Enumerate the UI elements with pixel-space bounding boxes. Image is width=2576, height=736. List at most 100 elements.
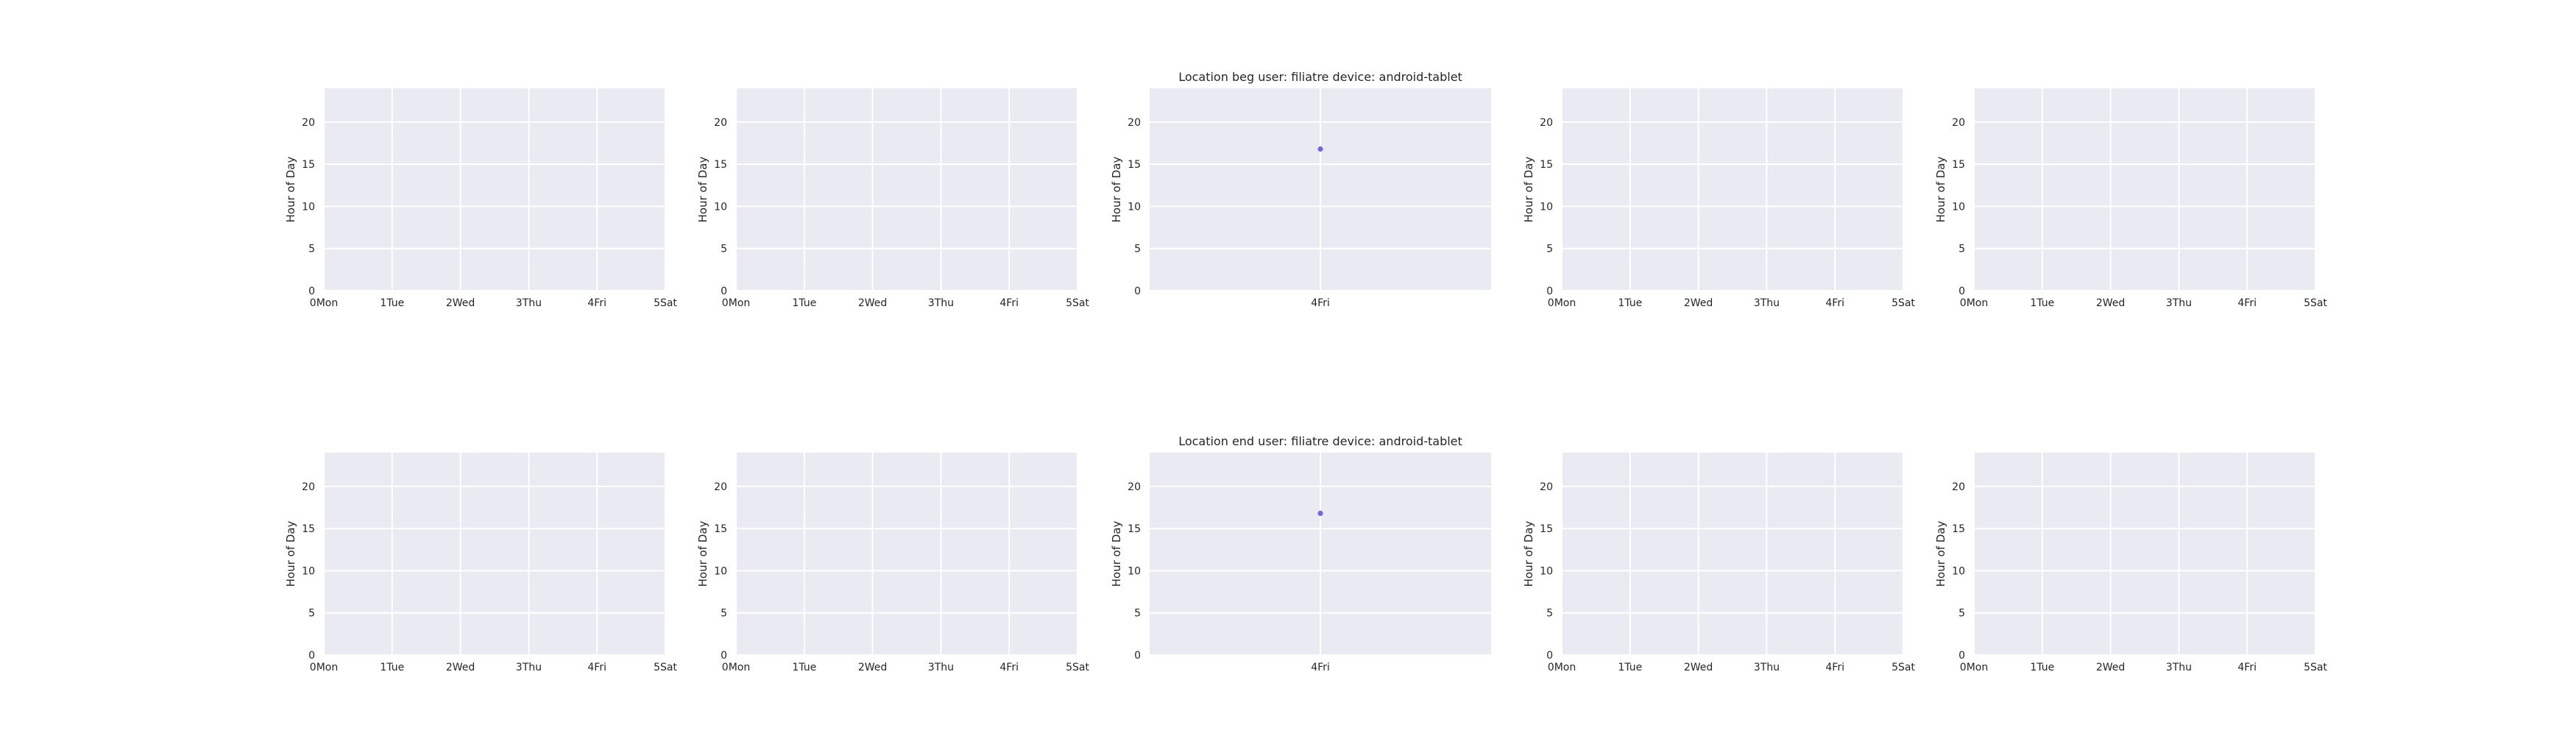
y-tick-label: 15 — [1952, 159, 1965, 171]
x-tick-label: 4Fri — [999, 662, 1019, 673]
y-tick-label: 0 — [1546, 650, 1553, 662]
x-tick-label: 1Tue — [2030, 297, 2054, 309]
subplot-1: 0 5 10 15 20 0Mon 1Tue 2Wed 3Thu 4Fri 5Sat Hour of … — [284, 88, 677, 309]
y-axis-label: Hour of Day — [1934, 521, 1947, 587]
x-tick-label: 3Thu — [516, 297, 542, 309]
subplot-4: 0 5 10 15 20 0Mon 1Tue 2Wed 3Thu 4Fri 5Sat Hour of … — [1522, 88, 1915, 309]
x-tick-label: 4Fri — [1311, 297, 1330, 309]
y-axis-label: Hour of Day — [1522, 521, 1535, 587]
y-tick-label: 5 — [1134, 244, 1141, 255]
x-tick-label: 4Fri — [1311, 662, 1330, 673]
y-tick-label: 5 — [308, 608, 315, 620]
y-tick-label: 20 — [1952, 117, 1965, 129]
y-tick-label: 0 — [1546, 286, 1553, 297]
y-tick-label: 5 — [1546, 608, 1553, 620]
y-axis-label: Hour of Day — [284, 521, 297, 587]
plot-area — [1974, 88, 2315, 291]
y-tick-label: 10 — [302, 201, 315, 213]
x-tick-label: 1Tue — [1618, 297, 1642, 309]
y-tick-label: 5 — [1546, 244, 1553, 255]
y-tick-label: 10 — [1952, 201, 1965, 213]
data-point — [1317, 146, 1323, 152]
x-tick-label: 2Wed — [2096, 297, 2125, 309]
x-tick-label: 2Wed — [446, 662, 475, 673]
y-tick-label: 5 — [1134, 608, 1141, 620]
x-tick-label: 2Wed — [1684, 662, 1713, 673]
y-axis-label: Hour of Day — [284, 157, 297, 223]
subplot-2: 0 5 10 15 20 0Mon 1Tue 2Wed 3Thu 4Fri 5Sat Hour of … — [696, 88, 1089, 309]
y-tick-label: 0 — [721, 650, 727, 662]
plot-area — [324, 88, 665, 291]
x-tick-label: 0Mon — [310, 662, 338, 673]
x-tick-label: 0Mon — [1960, 662, 1988, 673]
x-tick-label: 1Tue — [380, 297, 404, 309]
x-tick-label: 0Mon — [722, 662, 750, 673]
x-tick-label: 2Wed — [1684, 297, 1713, 309]
x-tick-label: 5Sat — [2304, 662, 2327, 673]
x-tick-label: 1Tue — [1618, 662, 1642, 673]
y-tick-label: 20 — [714, 117, 727, 129]
x-tick-label: 4Fri — [587, 297, 606, 309]
x-tick-label: 4Fri — [587, 662, 606, 673]
y-tick-label: 5 — [308, 244, 315, 255]
y-tick-label: 10 — [302, 565, 315, 577]
plot-area — [1562, 453, 1903, 655]
y-tick-label: 10 — [714, 565, 727, 577]
y-tick-label: 15 — [1128, 523, 1141, 535]
x-tick-label: 3Thu — [516, 662, 542, 673]
y-tick-label: 20 — [1128, 117, 1141, 129]
y-tick-label: 0 — [1958, 650, 1965, 662]
y-axis-label: Hour of Day — [1522, 157, 1535, 223]
plot-area — [324, 453, 665, 655]
x-tick-label: 5Sat — [1066, 662, 1089, 673]
x-tick-label: 5Sat — [1066, 297, 1089, 309]
y-tick-label: 10 — [714, 201, 727, 213]
x-tick-label: 0Mon — [1548, 297, 1576, 309]
plot-area — [736, 88, 1078, 291]
y-tick-label: 20 — [302, 117, 315, 129]
subplot-6: 0 5 10 15 20 0Mon 1Tue 2Wed 3Thu 4Fri 5Sat Hour of … — [284, 453, 677, 673]
y-tick-label: 20 — [1128, 481, 1141, 493]
y-tick-label: 0 — [1134, 286, 1141, 297]
x-tick-label: 2Wed — [2096, 662, 2125, 673]
plot-area — [1562, 88, 1903, 291]
y-tick-label: 10 — [1128, 565, 1141, 577]
subplot-3: 0 5 10 15 20 4Fri Hour of Day Location beg user… — [1110, 70, 1491, 309]
y-tick-label: 0 — [1958, 286, 1965, 297]
y-tick-label: 0 — [308, 650, 315, 662]
y-axis-label: Hour of Day — [1934, 157, 1947, 223]
subplot-9: 0 5 10 15 20 0Mon 1Tue 2Wed 3Thu 4Fri 5Sat Hour of … — [1522, 453, 1915, 673]
x-tick-label: 0Mon — [722, 297, 750, 309]
data-point — [1317, 510, 1323, 517]
subplot-5: 0 5 10 15 20 0Mon 1Tue 2Wed 3Thu 4Fri 5Sat Hour of … — [1934, 88, 2327, 309]
subplot-8: 0 5 10 15 20 4Fri Hour of Day Location end user… — [1110, 434, 1491, 673]
y-tick-label: 15 — [714, 159, 727, 171]
y-axis-label: Hour of Day — [696, 521, 710, 587]
y-tick-label: 0 — [308, 286, 315, 297]
x-tick-label: 1Tue — [380, 662, 404, 673]
x-tick-label: 3Thu — [1754, 662, 1780, 673]
y-axis-label: Hour of Day — [696, 157, 710, 223]
y-tick-label: 20 — [1952, 481, 1965, 493]
x-tick-label: 5Sat — [654, 662, 677, 673]
y-tick-label: 15 — [1128, 159, 1141, 171]
x-tick-label: 1Tue — [792, 662, 816, 673]
x-tick-label: 3Thu — [1754, 297, 1780, 309]
y-tick-label: 15 — [1540, 159, 1553, 171]
x-tick-label: 5Sat — [2304, 297, 2327, 309]
x-tick-label: 3Thu — [2166, 297, 2192, 309]
plot-area — [1974, 453, 2315, 655]
x-tick-label: 5Sat — [1892, 662, 1915, 673]
x-tick-label: 0Mon — [1548, 662, 1576, 673]
y-tick-label: 15 — [302, 159, 315, 171]
subplot-title: Location beg user: filiatre device: andr… — [1178, 70, 1462, 84]
y-tick-label: 5 — [1958, 608, 1965, 620]
y-tick-label: 10 — [1128, 201, 1141, 213]
x-tick-label: 2Wed — [858, 662, 887, 673]
x-tick-label: 1Tue — [792, 297, 816, 309]
y-axis-label: Hour of Day — [1110, 157, 1123, 223]
y-tick-label: 10 — [1540, 201, 1553, 213]
x-tick-label: 0Mon — [1960, 297, 1988, 309]
x-tick-label: 3Thu — [2166, 662, 2192, 673]
